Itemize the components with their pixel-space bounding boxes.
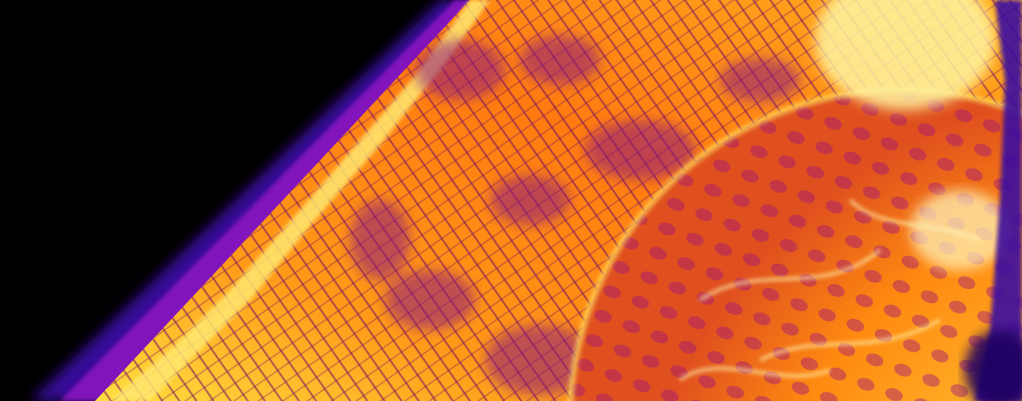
band-blotches	[350, 35, 800, 395]
core-cells	[570, 90, 1022, 401]
right-edge-shadow	[975, 0, 1022, 401]
lower-right-shadow	[965, 330, 1022, 401]
upper-flare	[815, 0, 995, 110]
leading-edge-streak	[110, 0, 490, 401]
right-flare	[910, 190, 1010, 270]
